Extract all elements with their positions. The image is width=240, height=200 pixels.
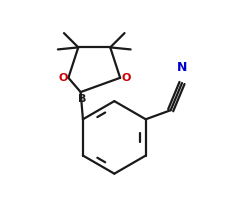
Text: O: O <box>121 73 131 83</box>
Text: O: O <box>58 73 67 83</box>
Text: B: B <box>78 94 86 104</box>
Text: N: N <box>177 61 187 74</box>
